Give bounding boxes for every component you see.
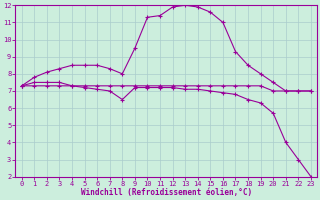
X-axis label: Windchill (Refroidissement éolien,°C): Windchill (Refroidissement éolien,°C) [81, 188, 252, 197]
